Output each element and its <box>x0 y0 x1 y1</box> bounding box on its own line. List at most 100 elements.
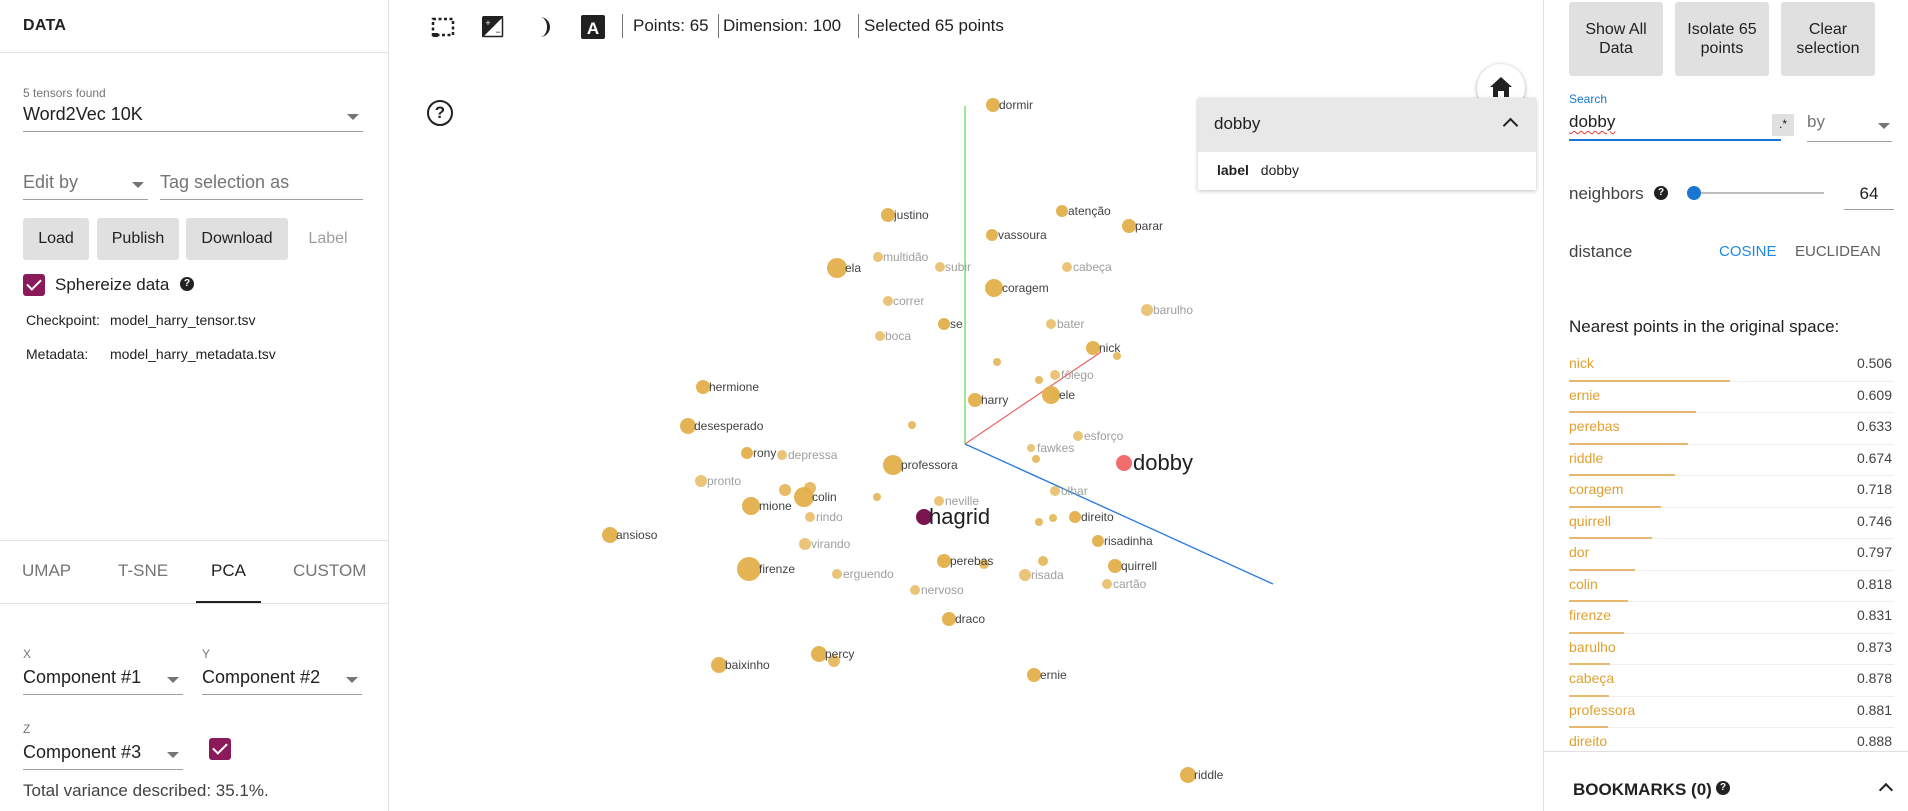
data-point[interactable] <box>741 447 753 459</box>
data-point[interactable] <box>1032 455 1040 463</box>
data-point-label[interactable]: ele <box>1059 388 1075 402</box>
nearest-point-row[interactable]: riddle 0.674 <box>1569 445 1894 476</box>
nearest-point-row[interactable]: dor 0.797 <box>1569 539 1894 571</box>
nearest-point-row[interactable]: professora 0.881 <box>1569 697 1894 728</box>
nearest-point-label[interactable]: dor <box>1569 544 1590 560</box>
data-point[interactable] <box>680 418 696 434</box>
data-point-label[interactable]: coragem <box>1002 281 1049 295</box>
data-point-label[interactable]: percy <box>825 647 854 661</box>
data-point-label[interactable]: harry <box>981 393 1008 407</box>
nearest-point-label[interactable]: colin <box>1569 575 1598 592</box>
data-point-label[interactable]: boca <box>885 329 911 343</box>
distance-euclidean-option[interactable]: EUCLIDEAN <box>1795 243 1881 260</box>
data-point[interactable] <box>695 475 707 487</box>
data-point[interactable] <box>1073 431 1083 441</box>
nearest-point-row[interactable]: direito 0.888 <box>1569 728 1894 750</box>
nearest-point-row[interactable]: ernie 0.609 <box>1569 382 1894 413</box>
scatter-plot-3d[interactable]: dormir justino vassoura atenção parar ela mult… <box>389 52 1543 811</box>
data-point-label[interactable]: rony <box>753 446 776 460</box>
data-point-label[interactable]: subir <box>945 260 971 274</box>
data-point-label[interactable]: hagrid <box>929 504 990 529</box>
data-point[interactable] <box>1108 559 1122 573</box>
show-all-data-button[interactable]: Show All Data <box>1569 2 1663 76</box>
data-point-label[interactable]: depressa <box>788 448 838 462</box>
data-point[interactable] <box>828 655 840 667</box>
data-point[interactable] <box>1069 511 1081 523</box>
data-point[interactable] <box>1180 767 1196 783</box>
data-point-label[interactable]: bater <box>1057 317 1084 331</box>
data-point-label[interactable]: erguendo <box>843 567 894 581</box>
nearest-point-row[interactable]: quirrell 0.746 <box>1569 508 1894 539</box>
data-point-label[interactable]: dormir <box>999 98 1033 112</box>
data-point[interactable] <box>883 455 903 475</box>
data-point[interactable] <box>1035 376 1043 384</box>
nearest-point-row[interactable]: nick 0.506 <box>1569 350 1894 382</box>
data-point-label[interactable]: professora <box>901 458 958 472</box>
tab-tsne[interactable]: T-SNE <box>118 561 169 580</box>
z-component-select[interactable]: Component #3 <box>23 742 183 770</box>
data-point-label[interactable]: ela <box>845 261 861 275</box>
help-icon[interactable]: ? <box>1716 781 1730 795</box>
data-point[interactable] <box>1035 518 1043 526</box>
night-mode-icon[interactable]: + − <box>480 14 506 40</box>
bookmarks-bar[interactable]: BOOKMARKS (0) ? <box>1544 751 1908 811</box>
data-point[interactable] <box>875 331 885 341</box>
nearest-point-label[interactable]: professora <box>1569 701 1636 718</box>
data-point[interactable] <box>696 380 710 394</box>
sphereize-checkbox[interactable] <box>23 274 45 296</box>
nearest-point-label[interactable]: ernie <box>1569 386 1601 403</box>
data-point-label[interactable]: direito <box>1081 510 1114 524</box>
data-point[interactable] <box>1042 386 1060 404</box>
data-point[interactable] <box>602 527 618 543</box>
z-component-checkbox[interactable] <box>209 738 231 760</box>
data-point[interactable] <box>993 358 1001 366</box>
nearest-point-label[interactable]: nick <box>1569 355 1594 371</box>
data-point-label[interactable]: se <box>950 317 963 331</box>
regex-toggle[interactable]: .* <box>1772 114 1794 136</box>
isolate-points-button[interactable]: Isolate 65 points <box>1675 2 1769 76</box>
data-point-label[interactable]: riddle <box>1194 768 1224 782</box>
data-point-label[interactable]: perebas <box>950 554 993 568</box>
data-point[interactable] <box>1113 352 1121 360</box>
data-point-label[interactable]: pronto <box>707 474 741 488</box>
data-point[interactable] <box>910 585 920 595</box>
search-input[interactable]: dobby <box>1569 112 1781 141</box>
chevron-up-icon[interactable] <box>1878 782 1894 798</box>
data-point[interactable] <box>1102 579 1112 589</box>
data-point-label[interactable]: risada <box>1031 568 1064 582</box>
data-point-label[interactable]: ansioso <box>616 528 658 542</box>
data-point[interactable] <box>711 657 727 673</box>
data-point[interactable] <box>1086 341 1100 355</box>
data-point[interactable] <box>1116 455 1132 471</box>
data-point[interactable] <box>986 98 1000 112</box>
nearest-point-row[interactable]: firenze 0.831 <box>1569 602 1894 634</box>
download-button[interactable]: Download <box>186 218 288 260</box>
nearest-point-label[interactable]: cabeça <box>1569 670 1615 686</box>
data-point-label[interactable]: parar <box>1135 219 1163 233</box>
data-point[interactable] <box>985 279 1003 297</box>
selection-box-icon[interactable] <box>430 14 456 40</box>
data-point[interactable] <box>935 262 945 272</box>
data-point-label[interactable]: hermione <box>709 380 759 394</box>
data-point[interactable] <box>1038 556 1048 566</box>
data-point[interactable] <box>742 497 760 515</box>
label-a-icon[interactable]: A <box>580 14 606 40</box>
data-point[interactable] <box>938 318 950 330</box>
data-point[interactable] <box>934 496 944 506</box>
data-point[interactable] <box>908 421 916 429</box>
data-point[interactable] <box>1092 535 1104 547</box>
data-point-label[interactable]: rindo <box>816 510 843 524</box>
data-point-label[interactable]: vassoura <box>998 228 1047 242</box>
data-point[interactable] <box>1050 486 1060 496</box>
tab-umap[interactable]: UMAP <box>22 561 72 580</box>
data-point-label[interactable]: colin <box>812 490 837 504</box>
nearest-point-label[interactable]: coragem <box>1569 481 1624 497</box>
data-point[interactable] <box>986 229 998 241</box>
neighbors-value-input[interactable]: 64 <box>1844 182 1894 210</box>
load-button[interactable]: Load <box>23 218 89 260</box>
data-point[interactable] <box>1027 668 1041 682</box>
help-icon[interactable]: ? <box>427 100 453 126</box>
data-point[interactable] <box>1050 370 1060 380</box>
data-point[interactable] <box>979 559 989 569</box>
x-component-select[interactable]: Component #1 <box>23 667 183 695</box>
